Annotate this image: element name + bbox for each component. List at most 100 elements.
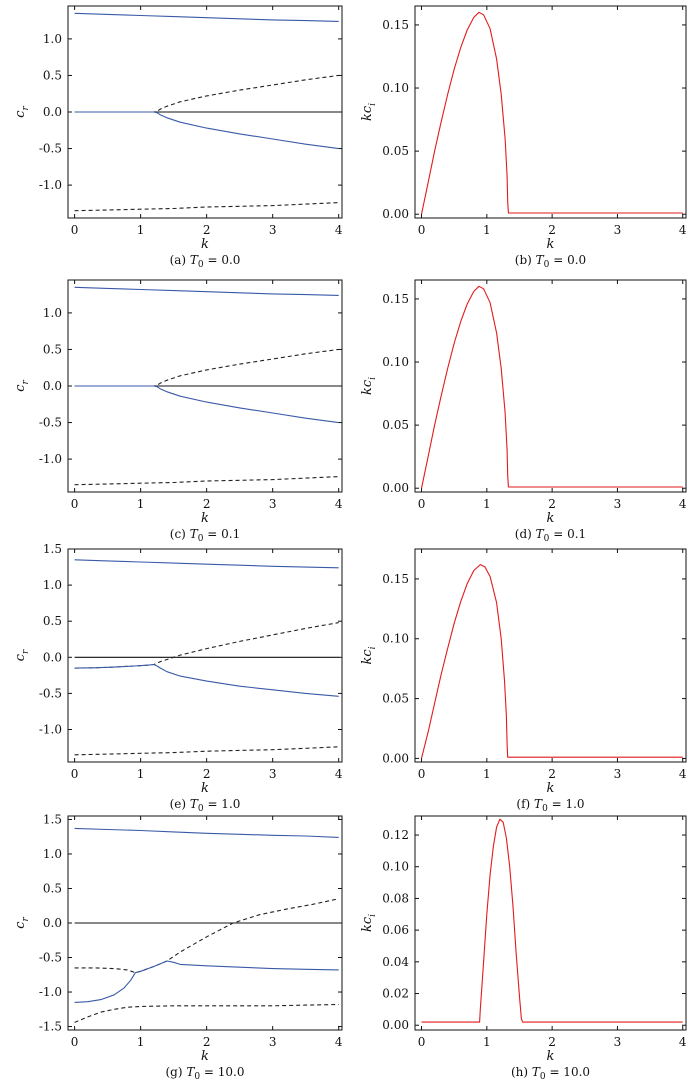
y-tick-label: 0.05 [382, 692, 409, 706]
caption-part: = 10.0 [546, 1065, 590, 1079]
caption-part: 0 [198, 534, 204, 544]
panel-caption: (a) T0 = 0.0 [170, 253, 241, 270]
series-line-blue [74, 559, 339, 569]
plot-frame [414, 279, 687, 493]
x-tick-label: 4 [335, 497, 343, 511]
x-tick-label: 0 [418, 767, 426, 781]
x-tick-label: 4 [679, 223, 687, 237]
y-tick-label: 0.04 [382, 955, 409, 969]
caption-part: 0 [194, 1072, 200, 1082]
x-tick-label: 0 [71, 1035, 79, 1049]
caption-part: 0 [540, 1072, 546, 1082]
x-tick-label: 1 [483, 1035, 491, 1049]
y-axis-label-subscript: i [368, 646, 378, 649]
x-tick-label: 2 [548, 1035, 556, 1049]
series-line-blue [74, 12, 339, 22]
caption-part: 0 [198, 260, 204, 270]
x-tick-label: 3 [269, 497, 277, 511]
y-axis-label: cr [13, 380, 31, 392]
y-tick-label: 0.05 [382, 144, 409, 158]
y-tick-label: 0.08 [382, 891, 409, 905]
y-axis-label-subscript: r [21, 380, 31, 385]
series-line-dashed [74, 348, 339, 387]
x-tick-label: 3 [269, 767, 277, 781]
y-tick-label: 1.0 [43, 32, 62, 46]
x-tick-label: 3 [614, 1035, 622, 1049]
series-line-red [421, 818, 683, 1023]
caption-part: = 10.0 [200, 1065, 244, 1079]
plot-frame [414, 548, 687, 763]
y-tick-label: 0.0 [43, 650, 62, 664]
x-tick-label: 1 [137, 767, 145, 781]
plot-frame [414, 5, 687, 219]
panel-caption: (c) T0 = 0.1 [170, 527, 240, 544]
x-tick-label: 1 [137, 223, 145, 237]
series-line-red [420, 11, 683, 215]
caption-part: T [186, 1065, 195, 1079]
y-tick-label: 1.5 [43, 812, 62, 826]
y-tick-label: 1.0 [43, 578, 62, 592]
caption-part: = 0.1 [549, 527, 586, 541]
panel-caption: (h) T0 = 10.0 [511, 1065, 590, 1082]
x-axis-label: k [547, 511, 555, 526]
x-axis-label: k [547, 1049, 555, 1064]
x-tick-label: 2 [548, 223, 556, 237]
panel-caption: (e) T0 = 1.0 [170, 797, 241, 814]
y-axis-label-subscript: i [368, 103, 378, 106]
y-axis-label: kci [360, 103, 378, 121]
y-axis-label: cr [13, 649, 31, 661]
series-line-blue [74, 663, 339, 697]
x-axis-label: k [201, 237, 209, 252]
x-tick-label: 1 [137, 1035, 145, 1049]
y-tick-label: 0.00 [382, 1018, 409, 1032]
x-tick-label: 1 [483, 497, 491, 511]
x-tick-label: 1 [483, 767, 491, 781]
y-axis-label: cr [13, 106, 31, 118]
y-tick-label: 0.02 [382, 987, 409, 1001]
y-tick-label: 0.5 [43, 614, 62, 628]
x-tick-label: 1 [483, 223, 491, 237]
x-tick-label: 3 [614, 767, 622, 781]
y-tick-label: 0.06 [382, 923, 409, 937]
panel-caption: (d) T0 = 0.1 [515, 527, 586, 544]
x-tick-label: 4 [335, 223, 343, 237]
caption-part: 0 [542, 804, 548, 814]
series-line-dashed [74, 622, 339, 669]
plot-frame [67, 548, 343, 763]
series-line-dashed [74, 202, 339, 212]
x-tick-label: 4 [679, 767, 687, 781]
x-tick-label: 3 [269, 1035, 277, 1049]
caption-part: (a) [170, 253, 190, 267]
y-tick-label: 0.10 [382, 81, 409, 95]
y-tick-label: 0.5 [43, 881, 62, 895]
x-tick-label: 3 [614, 497, 622, 511]
x-tick-label: 2 [203, 767, 211, 781]
series-line-dashed [74, 74, 339, 113]
caption-part: (e) [170, 797, 190, 811]
y-tick-label: 0.0 [43, 916, 62, 930]
y-tick-label: 0.15 [382, 292, 409, 306]
caption-part: = 0.0 [549, 253, 586, 267]
caption-part: (d) [515, 527, 536, 541]
x-tick-label: 0 [71, 223, 79, 237]
x-tick-label: 2 [203, 497, 211, 511]
y-tick-label: 0.05 [382, 418, 409, 432]
y-tick-label: -1.5 [39, 1020, 62, 1034]
y-tick-label: -0.5 [39, 142, 62, 156]
caption-part: = 1.0 [548, 797, 585, 811]
x-tick-label: 2 [203, 1035, 211, 1049]
x-tick-label: 4 [335, 767, 343, 781]
plot-frame [414, 815, 687, 1031]
y-axis-label: kci [360, 646, 378, 664]
y-tick-label: 0.10 [382, 632, 409, 646]
x-tick-label: 0 [71, 767, 79, 781]
chart-panel-h: 0 1 2 3 4 0.00 0.02 0.04 0.06 0.08 0.10 0.12 k kci (h)… [360, 815, 687, 1082]
series-line-blue [74, 960, 339, 1003]
y-axis-label-subscript: r [21, 917, 31, 922]
x-tick-label: 1 [137, 497, 145, 511]
y-tick-label: 0.15 [382, 572, 409, 586]
y-tick-label: -0.5 [39, 951, 62, 965]
